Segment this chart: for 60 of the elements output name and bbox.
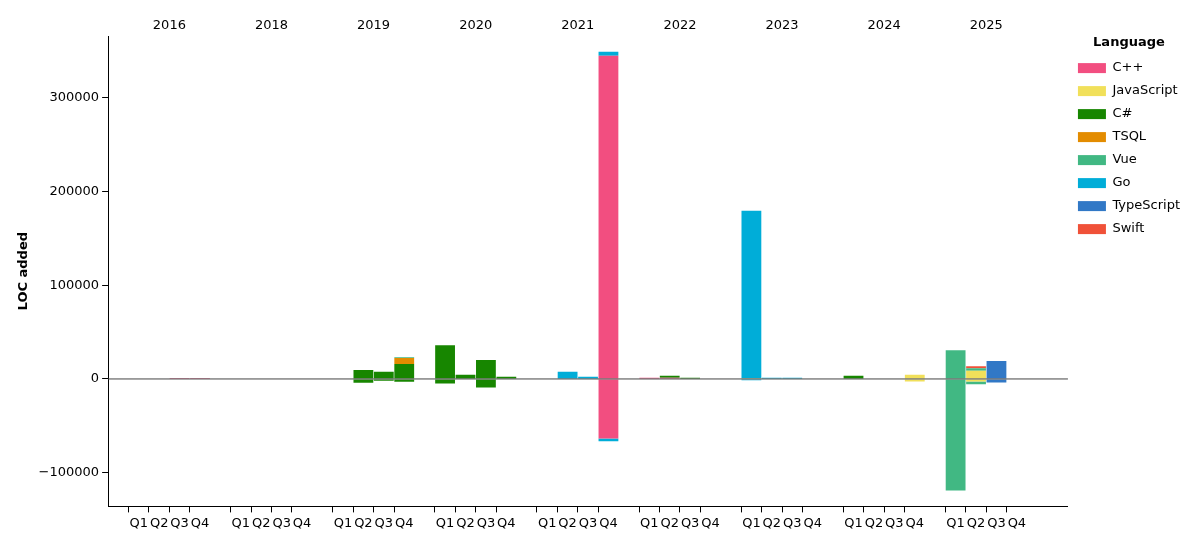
legend-label: TypeScript	[1111, 197, 1181, 213]
x-tick-label: Q1	[844, 514, 863, 530]
text: 2018	[254, 16, 289, 32]
y-axis-title: LOC added	[15, 231, 31, 311]
y-tick-label: 200000	[49, 182, 100, 198]
x-tick-label: Q2	[864, 514, 884, 530]
x-tick-label: Q4	[190, 514, 210, 530]
x-tick-label: Q1	[231, 514, 251, 530]
text: 2016	[152, 16, 186, 32]
x-tick-label: Q3	[272, 514, 291, 530]
x-tick-label: Q2	[149, 514, 169, 530]
x-tick-label: Q1	[742, 514, 761, 530]
x-tick-label: Q2	[252, 514, 271, 530]
text: 2025	[969, 16, 1003, 32]
x-tick-label: Q3	[782, 514, 802, 530]
x-tick-label: Q1	[640, 514, 659, 530]
x-tick-label: Q1	[333, 514, 353, 530]
legend-label: C#	[1112, 105, 1133, 121]
x-tick-label: Q2	[966, 514, 986, 530]
x-tick-label: Q2	[558, 514, 577, 530]
x-tick-label: Q1	[537, 514, 557, 530]
text: 2019	[357, 16, 391, 32]
y-tick-label: 0	[90, 370, 100, 386]
x-tick-label: Q4	[599, 514, 618, 530]
y-tick-label: −100000	[38, 464, 100, 480]
text: 2024	[867, 16, 901, 32]
x-tick-label: Q4	[905, 514, 925, 530]
x-tick-label: Q4	[394, 514, 414, 530]
x-tick-label: Q2	[660, 514, 679, 530]
x-tick-label: Q4	[803, 514, 822, 530]
x-tick-label: Q4	[497, 514, 516, 530]
x-tick-label: Q2	[354, 514, 373, 530]
x-tick-label: Q3	[170, 514, 189, 530]
x-tick-label: Q2	[456, 514, 475, 530]
text: 2022	[663, 16, 697, 32]
legend-label: C++	[1112, 59, 1144, 75]
legend-label: Go	[1112, 174, 1131, 190]
text: 2020	[459, 16, 493, 32]
x-tick-label: Q1	[946, 514, 965, 530]
y-tick-label: 100000	[49, 276, 100, 292]
legend-label: Swift	[1112, 220, 1145, 236]
legend-label: TSQL	[1111, 128, 1147, 144]
x-tick-label: Q3	[476, 514, 496, 530]
x-tick-label: Q3	[885, 514, 904, 530]
y-tick-label: 300000	[49, 89, 100, 105]
x-tick-label: Q3	[987, 514, 1006, 530]
x-tick-label: Q3	[374, 514, 394, 530]
legend-title: Language	[1093, 33, 1166, 49]
x-tick-label: Q4	[701, 514, 720, 530]
x-tick-label: Q3	[578, 514, 598, 530]
legend-label: JavaScript	[1111, 82, 1178, 98]
x-tick-label: Q4	[292, 514, 312, 530]
x-tick-label: Q1	[435, 514, 455, 530]
text: 2023	[765, 16, 799, 32]
x-tick-label: Q2	[762, 514, 782, 530]
x-tick-label: Q4	[1007, 514, 1027, 530]
x-tick-label: Q1	[129, 514, 149, 530]
legend-label: Vue	[1112, 151, 1137, 167]
text: 2021	[561, 16, 595, 32]
x-tick-label: Q3	[680, 514, 700, 530]
